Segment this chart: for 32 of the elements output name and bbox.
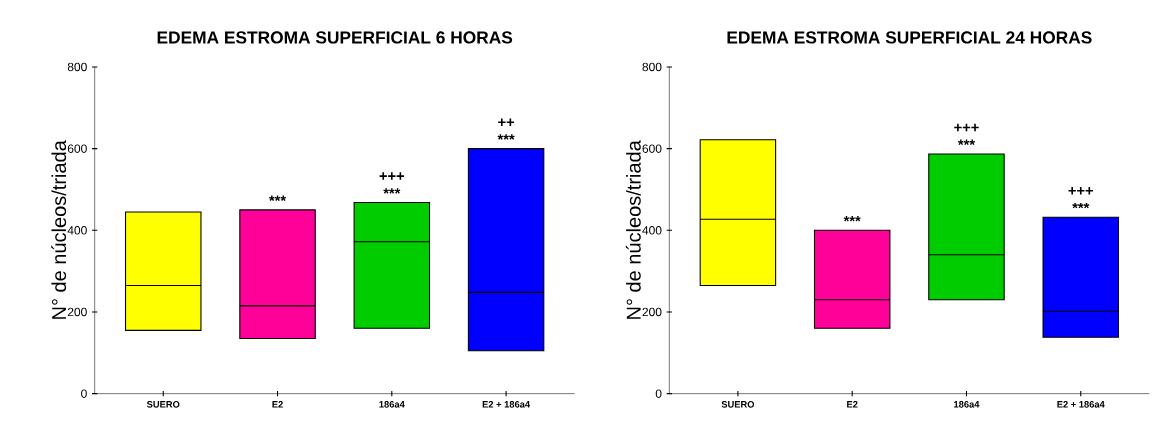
annotation: +++ — [954, 123, 979, 132]
x-tick-label: SUERO — [146, 401, 180, 408]
x-tick-label: 186a4 — [379, 401, 405, 408]
y-tick-label: 0 — [81, 389, 87, 398]
y-tick-label: 800 — [642, 62, 662, 72]
y-tick-label: 200 — [67, 307, 87, 317]
chart-title: EDEMA ESTROMA SUPERFICIAL 24 HORAS — [727, 31, 1092, 44]
y-tick-label: 400 — [642, 226, 662, 235]
y-tick-label: 600 — [67, 144, 87, 153]
y-tick-label: 400 — [67, 226, 87, 235]
annotation: *** — [1072, 202, 1090, 209]
y-axis-title: N° de núcleos/triada — [625, 140, 641, 319]
annotation: +++ — [1068, 187, 1094, 195]
annotation: *** — [383, 188, 401, 194]
annotation: *** — [843, 215, 861, 222]
y-tick-label: 0 — [655, 389, 662, 398]
y-axis-title: N° de núcleos/triada — [51, 140, 67, 319]
annotation: +++ — [379, 172, 405, 180]
x-tick-label: 186a4 — [954, 401, 980, 408]
annotation: *** — [269, 195, 287, 202]
annotation: ++ — [498, 118, 515, 126]
x-tick-label: SUERO — [721, 401, 755, 408]
annotation: *** — [957, 139, 976, 146]
chart-title: EDEMA ESTROMA SUPERFICIAL 6 HORAS — [157, 31, 513, 44]
annotation: *** — [497, 134, 515, 140]
y-tick-label: 800 — [67, 62, 87, 72]
x-tick-label: E2 + 186a4 — [1057, 401, 1105, 408]
x-tick-label: E2 + 186a4 — [482, 401, 531, 408]
y-tick-label: 600 — [642, 144, 662, 153]
x-tick-label: E2 — [847, 401, 858, 408]
y-tick-label: 200 — [642, 307, 662, 317]
x-tick-label: E2 — [272, 401, 283, 408]
